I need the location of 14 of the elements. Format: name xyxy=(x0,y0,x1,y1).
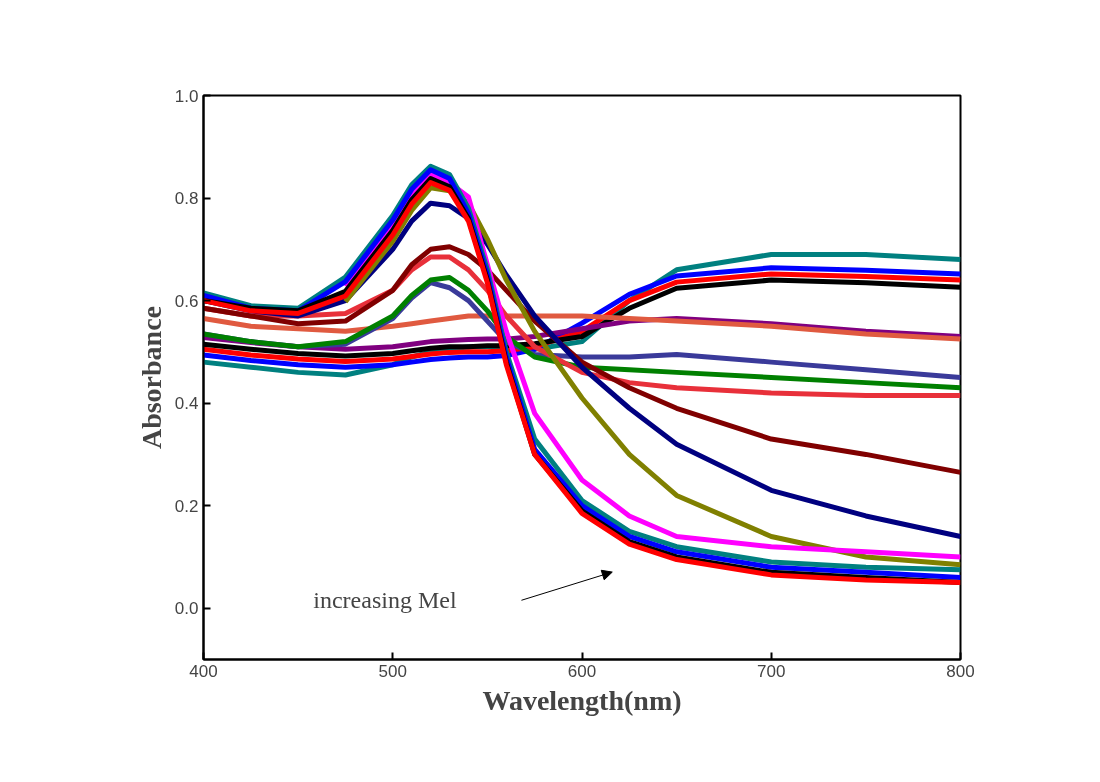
x-tick-label: 800 xyxy=(946,661,975,681)
y-tick-label: 0.8 xyxy=(174,189,199,209)
x-tick-label: 500 xyxy=(378,661,407,681)
y-tick-label: 1.0 xyxy=(174,86,199,106)
x-tick-label: 400 xyxy=(189,661,218,681)
x-tick-label: 700 xyxy=(757,661,786,681)
y-tick-label: 0.2 xyxy=(174,496,199,516)
y-tick-label: 0.0 xyxy=(174,599,199,619)
y-tick-label: 0.4 xyxy=(174,394,199,414)
y-axis-title: Absorbance xyxy=(135,305,167,450)
x-tick-label: 600 xyxy=(567,661,597,681)
annotation: increasing Mel xyxy=(313,587,457,614)
x-axis-title: Wavelength(nm) xyxy=(482,684,682,716)
y-tick-label: 0.6 xyxy=(174,291,199,311)
